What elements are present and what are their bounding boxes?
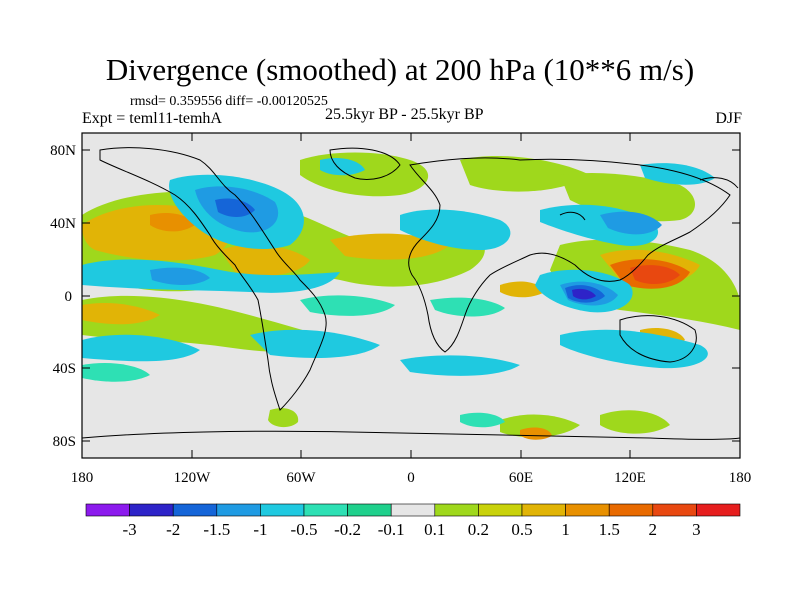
colorbar-label: 1.5 <box>599 520 620 539</box>
lat-label-80s: 80S <box>53 434 76 450</box>
colorbar-swatch <box>260 503 305 517</box>
colorbar-label: -0.2 <box>334 520 361 539</box>
colorbar-swatch <box>565 503 610 517</box>
colorbar-label: -3 <box>123 520 137 539</box>
colorbar-label: 0.2 <box>468 520 489 539</box>
colorbar-label: 0.5 <box>511 520 532 539</box>
colorbar-swatch <box>390 503 436 517</box>
colorbar: -3 -2 -1.5 -1 -0.5 -0.2 -0.1 0.1 0.2 0.5 1 1.5 2 3 <box>85 503 741 539</box>
period-label: 25.5kyr BP - 25.5kyr BP <box>325 106 484 123</box>
map-title: Divergence (smoothed) at 200 hPa (10**6 … <box>105 52 695 87</box>
colorbar-swatch <box>172 503 218 517</box>
colorbar-swatch <box>521 503 566 517</box>
lon-label-120w: 120W <box>174 470 212 486</box>
season-label: DJF <box>715 110 742 127</box>
lon-label-60e: 60E <box>509 470 533 486</box>
contour-field <box>82 133 740 458</box>
colorbar-swatch <box>696 503 741 517</box>
colorbar-label: 1 <box>561 520 570 539</box>
lon-label-60w: 60W <box>286 470 316 486</box>
colorbar-swatch <box>303 503 348 517</box>
lon-label-180e: 180 <box>729 470 752 486</box>
lat-label-80n: 80N <box>50 143 76 159</box>
colorbar-swatch <box>652 503 697 517</box>
colorbar-swatch <box>434 503 479 517</box>
colorbar-swatch <box>129 503 174 517</box>
colorbar-swatch <box>608 503 654 517</box>
lat-label-40n: 40N <box>50 216 76 232</box>
colorbar-label: -0.5 <box>291 520 318 539</box>
longitude-axis: 180 120W 60W 0 60E 120E 180 <box>71 133 752 486</box>
colorbar-label: 0.1 <box>424 520 445 539</box>
lat-label-40s: 40S <box>53 361 76 377</box>
lon-label-0: 0 <box>407 470 415 486</box>
colorbar-swatch <box>85 503 130 517</box>
colorbar-label: 3 <box>692 520 701 539</box>
experiment-label: Expt = teml11-temhA <box>82 110 222 127</box>
colorbar-label: -0.1 <box>378 520 405 539</box>
rmsd-diff-stats: rmsd= 0.359556 diff= -0.00120525 <box>130 94 328 109</box>
negative-contours-high <box>215 198 605 303</box>
colorbar-label: -1 <box>253 520 267 539</box>
latitude-axis: 80N 40N 0 40S 80S <box>50 143 740 450</box>
colorbar-swatch <box>216 503 261 517</box>
colorbar-swatch <box>478 503 523 517</box>
positive-contours-high <box>150 213 690 440</box>
colorbar-swatch <box>347 503 392 517</box>
colorbar-label: 2 <box>649 520 658 539</box>
colorbar-label: -2 <box>166 520 180 539</box>
lon-label-180w: 180 <box>71 470 94 486</box>
lon-label-120e: 120E <box>614 470 646 486</box>
colorbar-label: -1.5 <box>203 520 230 539</box>
coastlines <box>82 147 740 440</box>
lat-label-0: 0 <box>65 289 73 305</box>
